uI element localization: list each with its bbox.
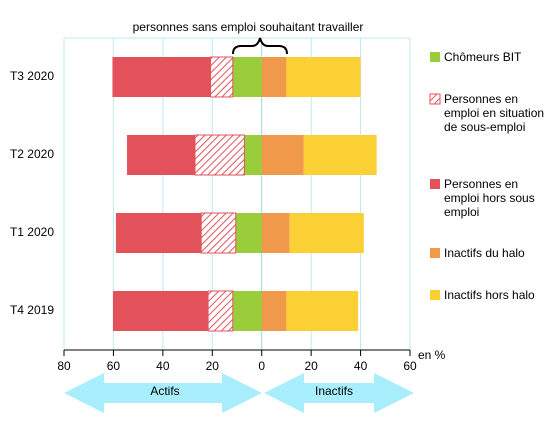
brace xyxy=(232,37,288,55)
right-arrow xyxy=(264,373,414,413)
bar-segment xyxy=(127,135,195,175)
arrow-label: Inactifs xyxy=(315,384,353,398)
bar-segment xyxy=(210,56,234,98)
bar-segment xyxy=(115,213,202,253)
bar-segment xyxy=(235,213,262,253)
bar-segment xyxy=(261,291,287,331)
bar-segment xyxy=(303,135,377,175)
y-tick-label: T3 2020 xyxy=(10,69,54,83)
bar-segment xyxy=(286,291,359,331)
x-tick-label: 40 xyxy=(354,359,368,373)
x-tick-label: 60 xyxy=(107,359,121,373)
legend-label: Personnes en emploi hors sous emploi xyxy=(444,177,535,219)
legend-label: Inactifs hors halo xyxy=(444,288,535,302)
arrow-label: Actifs xyxy=(150,384,179,398)
bar-segment xyxy=(112,291,209,331)
legend-swatch xyxy=(430,179,440,189)
annotation: personnes sans emploi souhaitant travail… xyxy=(133,20,364,34)
bar-segment xyxy=(194,134,245,176)
legend-label: Personnes en emploi en situation de sous… xyxy=(444,92,545,134)
x-unit: en % xyxy=(418,348,446,362)
left-arrow xyxy=(64,373,262,413)
bar-segment xyxy=(289,213,364,253)
y-tick-label: T4 2019 xyxy=(10,303,54,317)
x-tick-label: 80 xyxy=(57,359,71,373)
bar-segment xyxy=(244,135,262,175)
bar-segment xyxy=(286,57,361,97)
x-tick-label: 60 xyxy=(403,359,417,373)
legend-label: Chômeurs BIT xyxy=(444,50,522,64)
y-tick-label: T2 2020 xyxy=(10,147,54,161)
legend-swatch xyxy=(430,52,440,62)
legend-swatch xyxy=(429,93,441,105)
bar-segment xyxy=(200,212,237,254)
bar-segment xyxy=(232,57,262,97)
legend-swatch xyxy=(430,290,440,300)
x-tick-label: 20 xyxy=(206,359,220,373)
x-tick-label: 20 xyxy=(304,359,318,373)
bar-segment xyxy=(112,57,211,97)
bar-segment xyxy=(261,213,290,253)
bar-segment xyxy=(207,290,234,332)
x-tick-label: 40 xyxy=(156,359,170,373)
bar-segment xyxy=(261,57,287,97)
bar-segment xyxy=(232,291,262,331)
legend-label: Inactifs du halo xyxy=(444,246,525,260)
x-tick-label: 0 xyxy=(258,359,265,373)
bar-segment xyxy=(261,135,304,175)
legend-swatch xyxy=(430,248,440,258)
y-tick-label: T1 2020 xyxy=(10,225,54,239)
